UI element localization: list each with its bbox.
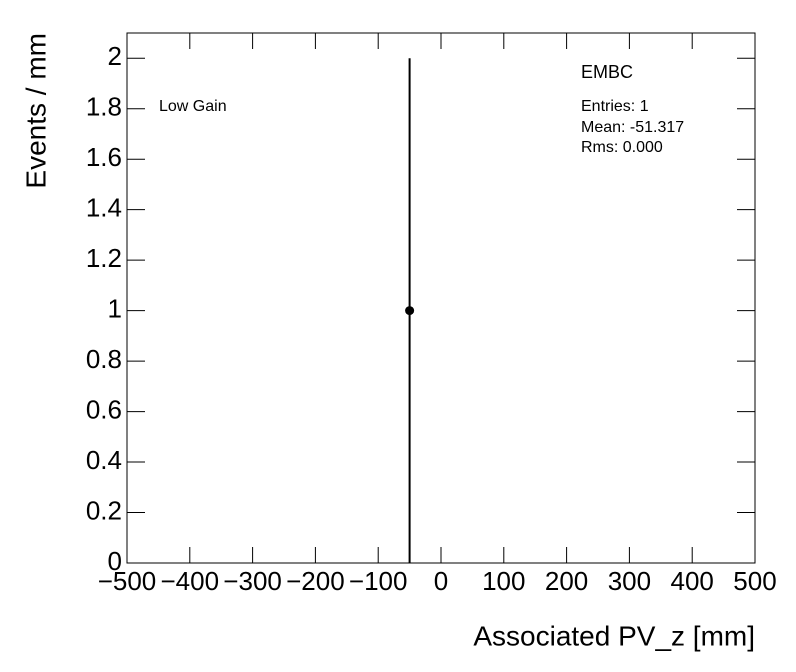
- x-tick-label: 0: [434, 566, 448, 596]
- x-tick-label: 400: [671, 566, 714, 596]
- y-axis-title: Events / mm: [20, 33, 51, 189]
- y-tick-label: 0.4: [86, 445, 122, 475]
- y-tick-label: 0: [108, 546, 122, 576]
- y-tick-label: 0.8: [86, 344, 122, 374]
- x-tick-label: −300: [223, 566, 282, 596]
- x-tick-label: 200: [545, 566, 588, 596]
- x-tick-label: −200: [286, 566, 345, 596]
- x-tick-label: 500: [733, 566, 776, 596]
- x-tick-label: −400: [161, 566, 220, 596]
- y-tick-label: 0.2: [86, 495, 122, 525]
- y-tick-label: 2: [108, 41, 122, 71]
- x-axis-title: Associated PV_z [mm]: [473, 620, 755, 651]
- stats-line: Rms: 0.000: [581, 139, 663, 156]
- y-tick-label: 1.6: [86, 142, 122, 172]
- stats-title: EMBC: [581, 62, 633, 82]
- annotation: Low Gain: [159, 98, 227, 115]
- stats-line: Entries: 1: [581, 98, 649, 115]
- x-tick-label: −100: [349, 566, 408, 596]
- x-tick-label: 100: [482, 566, 525, 596]
- x-tick-label: 300: [608, 566, 651, 596]
- y-tick-label: 1.4: [86, 193, 122, 223]
- data-point: [405, 306, 415, 316]
- x-tick-label: −500: [98, 566, 157, 596]
- y-tick-label: 0.6: [86, 394, 122, 424]
- y-tick-label: 1: [108, 293, 122, 323]
- y-tick-label: 1.2: [86, 243, 122, 273]
- stats-line: Mean: -51.317: [581, 119, 684, 136]
- y-tick-label: 1.8: [86, 92, 122, 122]
